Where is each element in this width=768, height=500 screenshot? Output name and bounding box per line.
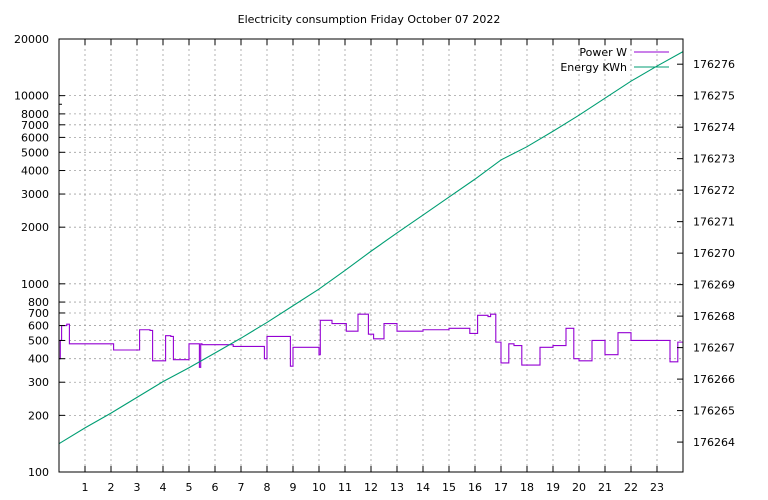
y-left-tick-label: 8000 xyxy=(21,108,49,121)
x-tick-labels: 1 2 3 4 5 6 7 8 9 10 11 12 13 14 15 16 17 18 19 20 21 22 23 xyxy=(82,481,665,494)
y-left-tick-label: 1000 xyxy=(21,278,49,291)
x-tick-label: 7 xyxy=(238,481,245,494)
x-tick-label: 6 xyxy=(212,481,219,494)
x-tick-label: 23 xyxy=(650,481,664,494)
x-tick-label: 5 xyxy=(186,481,193,494)
x-tick-label: 22 xyxy=(624,481,638,494)
x-tick-label: 21 xyxy=(598,481,612,494)
y-left-tick-label: 700 xyxy=(28,307,49,320)
y-right-tick-label: 176274 xyxy=(693,121,735,134)
x-tick-label: 18 xyxy=(520,481,534,494)
series-lines xyxy=(58,51,684,445)
chart-title: Electricity consumption Friday October 0… xyxy=(238,13,501,26)
y-left-tick-label: 10000 xyxy=(14,90,49,103)
x-tick-label: 20 xyxy=(572,481,586,494)
series-line-power-w xyxy=(59,313,683,368)
y-right-tick-label: 176264 xyxy=(693,436,735,449)
y-right-tick-label: 176268 xyxy=(693,310,735,323)
y-right-tick-label: 176271 xyxy=(693,216,735,229)
y-left-tick-label: 7000 xyxy=(21,119,49,132)
x-tick-label: 14 xyxy=(416,481,430,494)
y-right-tick-labels: 176264 176265 176266 176267 176268 176269 1762… xyxy=(693,58,735,449)
x-tick-label: 19 xyxy=(546,481,560,494)
y-right-tick-label: 176266 xyxy=(693,373,735,386)
series-line-energy-kwh xyxy=(58,51,684,445)
y-right-tick-label: 176267 xyxy=(693,342,735,355)
y-right-tick-label: 176276 xyxy=(693,58,735,71)
x-tick-label: 13 xyxy=(390,481,404,494)
y-right-tick-label: 176272 xyxy=(693,184,735,197)
legend-label-power-w: Power W xyxy=(579,46,627,59)
x-tick-label: 1 xyxy=(82,481,89,494)
y-left-tick-label: 5000 xyxy=(21,146,49,159)
y-left-tick-label: 500 xyxy=(28,334,49,347)
x-tick-label: 9 xyxy=(290,481,297,494)
y-left-tick-label: 100 xyxy=(28,466,49,479)
x-tick-label: 11 xyxy=(338,481,352,494)
x-tick-label: 16 xyxy=(468,481,482,494)
y-right-tick-label: 176265 xyxy=(693,405,735,418)
x-tick-label: 8 xyxy=(264,481,271,494)
x-tick-label: 3 xyxy=(134,481,141,494)
y-left-tick-label: 6000 xyxy=(21,131,49,144)
y-left-tick-label: 800 xyxy=(28,296,49,309)
grid-lines xyxy=(59,39,683,472)
x-tick-label: 2 xyxy=(108,481,115,494)
y-left-tick-label: 400 xyxy=(28,353,49,366)
y-right-tick-label: 176270 xyxy=(693,247,735,260)
y-left-tick-label: 200 xyxy=(28,409,49,422)
legend-label-energy-kwh: Energy KWh xyxy=(560,61,627,74)
axis-ticks xyxy=(59,38,683,473)
x-tick-label: 17 xyxy=(494,481,508,494)
x-tick-label: 12 xyxy=(364,481,378,494)
x-tick-label: 15 xyxy=(442,481,456,494)
x-tick-label: 4 xyxy=(160,481,167,494)
y-left-tick-label: 20000 xyxy=(14,33,49,46)
y-left-tick-label: 2000 xyxy=(21,221,49,234)
y-right-tick-label: 176273 xyxy=(693,153,735,166)
y-left-tick-label: 4000 xyxy=(21,165,49,178)
y-left-tick-label: 300 xyxy=(28,376,49,389)
y-left-tick-label: 3000 xyxy=(21,188,49,201)
x-tick-label: 10 xyxy=(312,481,326,494)
legend: Power W Energy KWh xyxy=(560,46,669,74)
y-right-tick-label: 176269 xyxy=(693,279,735,292)
y-left-tick-label: 600 xyxy=(28,320,49,333)
y-right-tick-label: 176275 xyxy=(693,90,735,103)
